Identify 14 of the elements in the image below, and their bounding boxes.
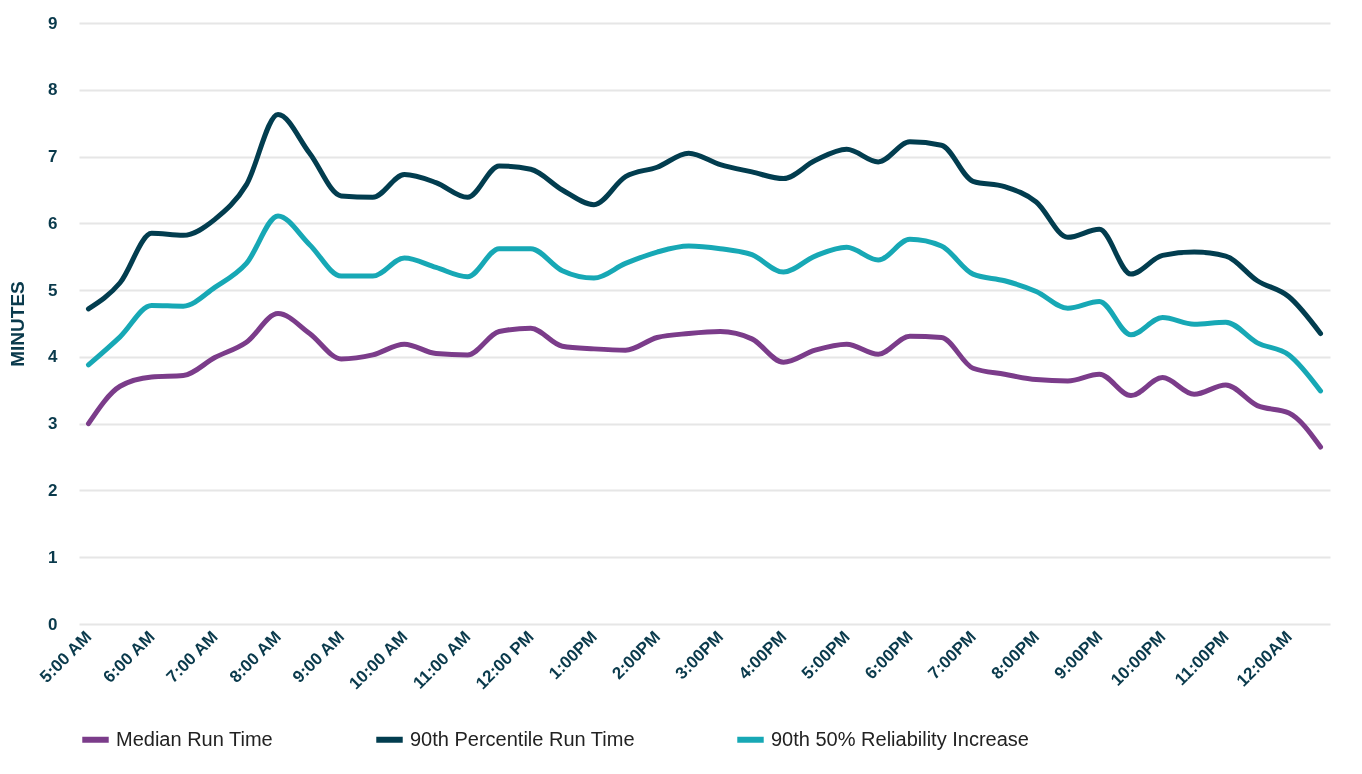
y-tick-label: 4 <box>48 347 59 367</box>
y-tick-label: 0 <box>48 614 58 634</box>
legend-label: 90th 50% Reliability Increase <box>771 727 1029 750</box>
y-tick-label: 7 <box>48 147 58 167</box>
y-tick-label: 3 <box>48 414 58 434</box>
y-tick-label: 9 <box>48 13 58 33</box>
legend-label: 90th Percentile Run Time <box>410 727 635 750</box>
y-tick-label: 1 <box>48 547 58 567</box>
y-tick-label: 6 <box>48 213 58 233</box>
y-tick-label: 8 <box>48 80 58 100</box>
legend-label: Median Run Time <box>116 727 273 750</box>
y-tick-label: 2 <box>48 480 58 500</box>
y-tick-label: 5 <box>48 280 58 300</box>
y-axis-title: MINUTES <box>7 281 29 367</box>
